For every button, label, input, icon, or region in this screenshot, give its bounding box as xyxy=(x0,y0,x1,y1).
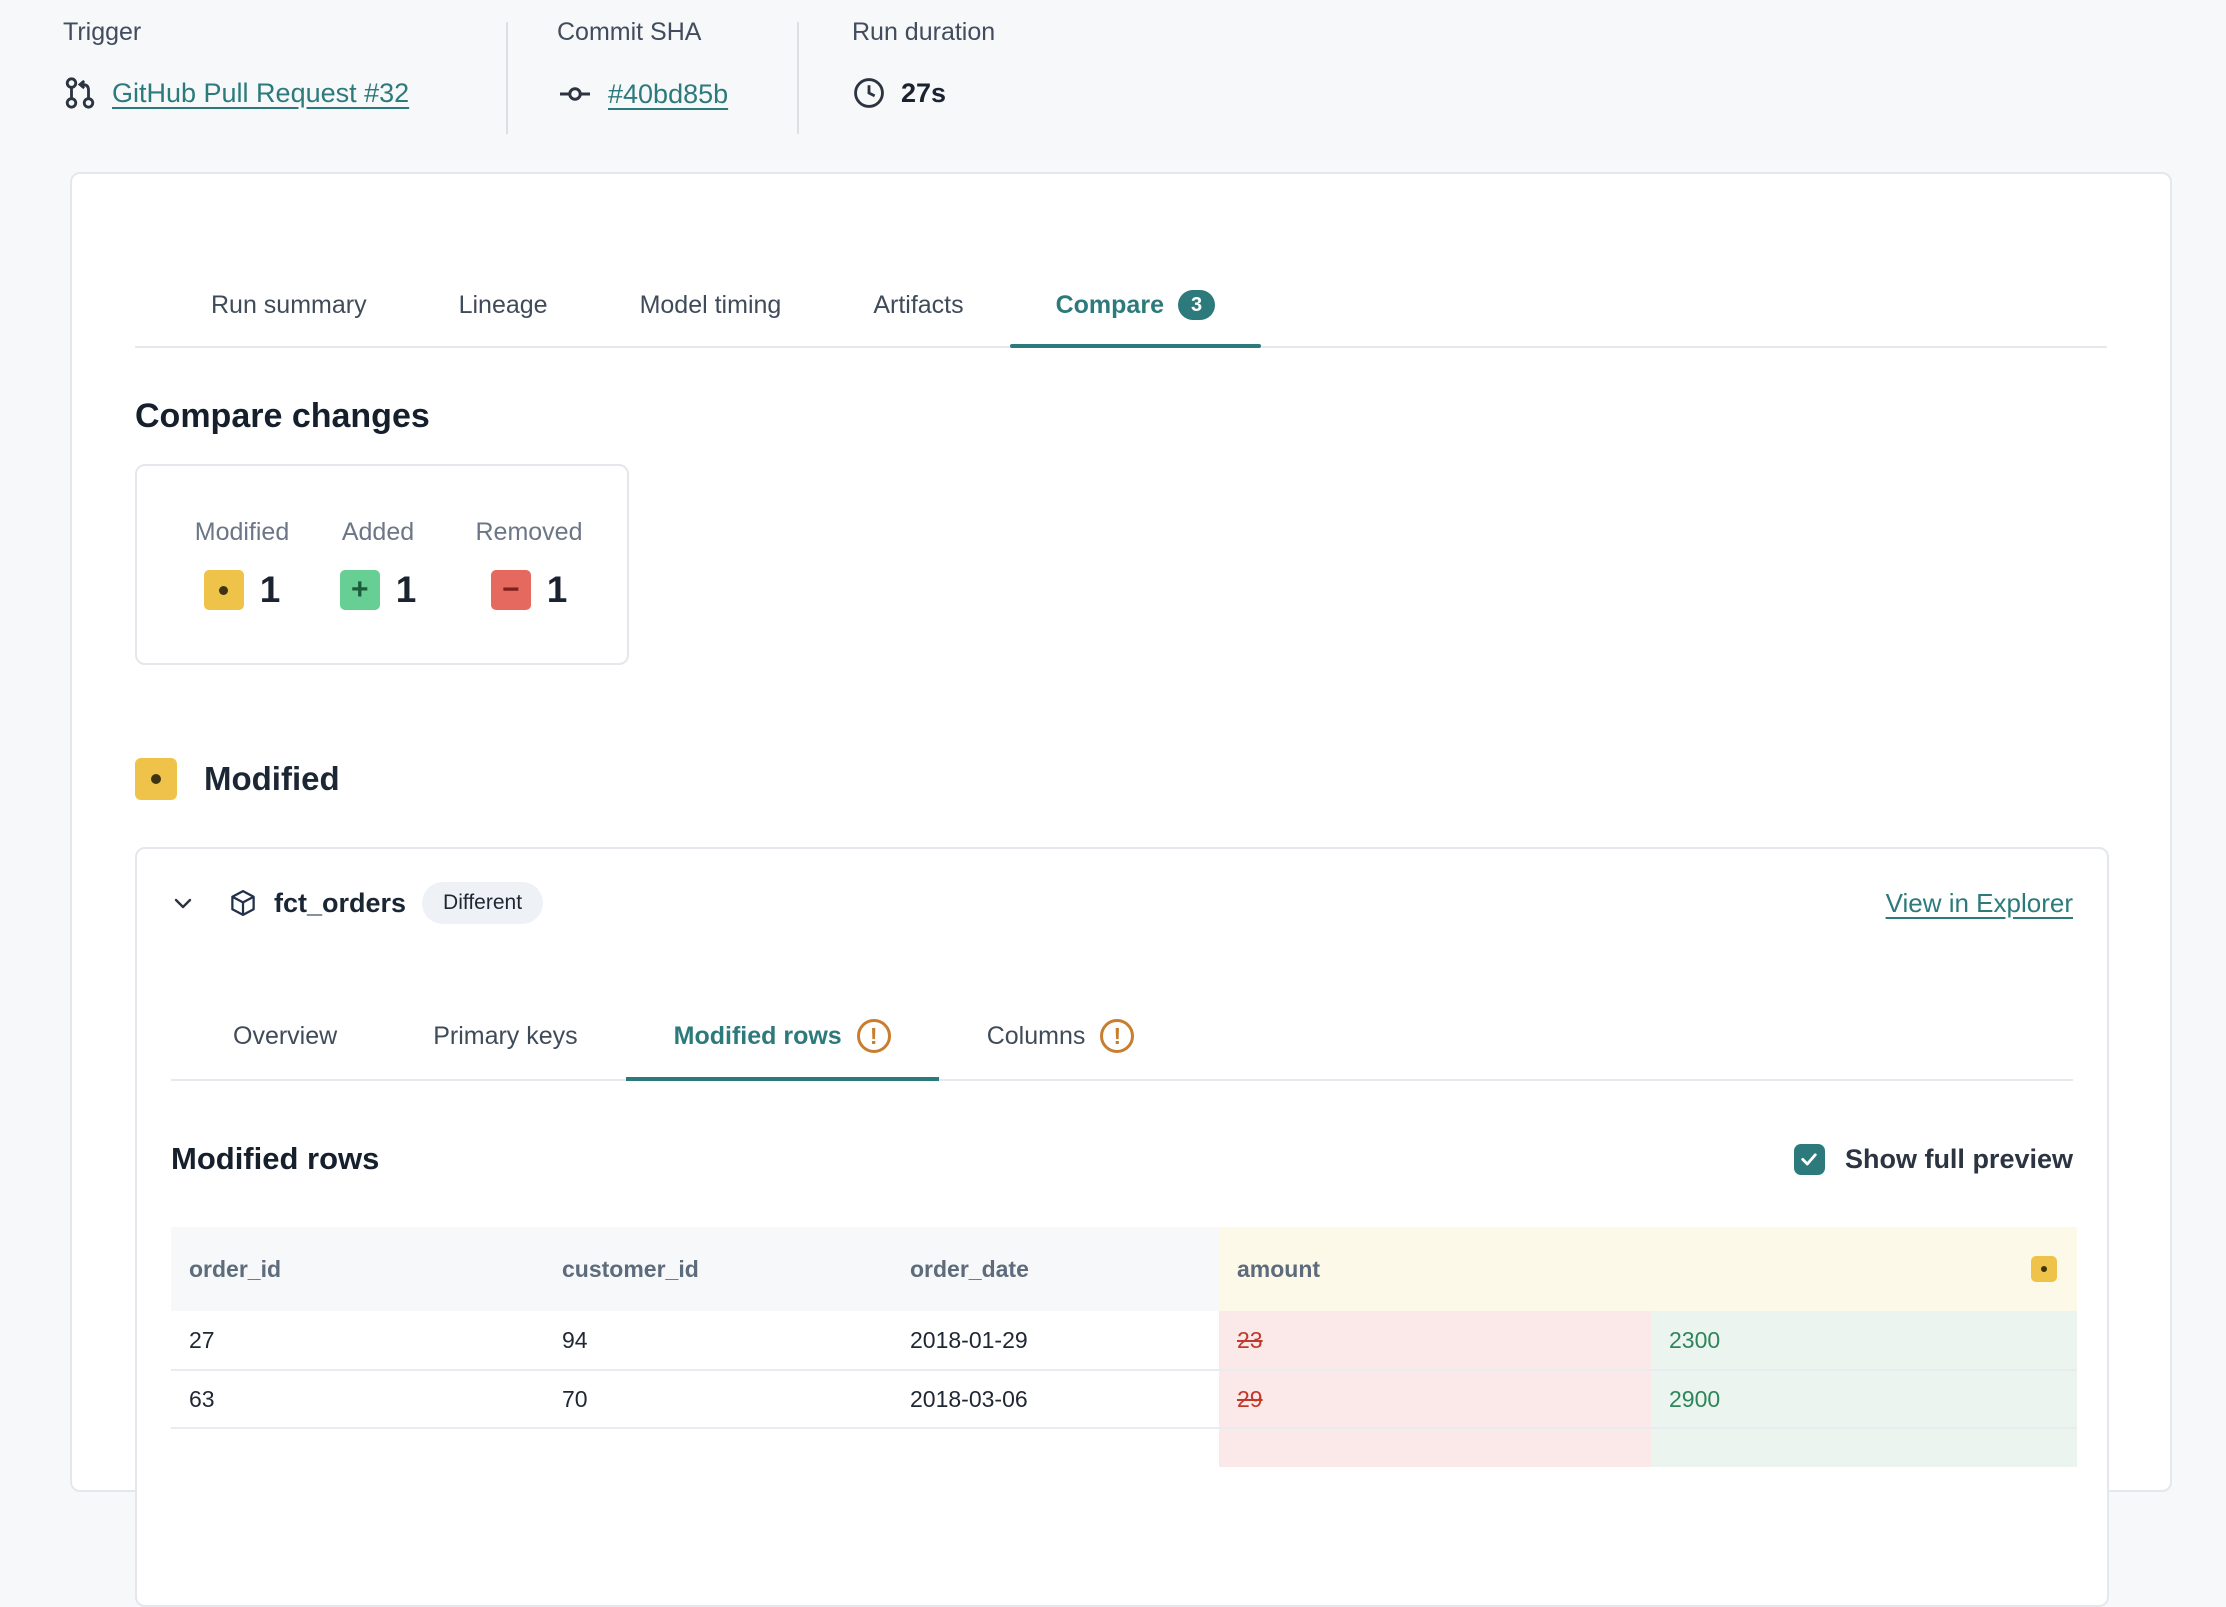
cell-customer-id xyxy=(544,1427,892,1467)
column-header-modified: amount xyxy=(1219,1227,2077,1311)
status-badge: Different xyxy=(422,882,544,924)
show-full-preview-label: Show full preview xyxy=(1844,1143,2073,1174)
tab-columns[interactable]: Columns ! xyxy=(939,999,1183,1079)
modified-rows-title: Modified rows xyxy=(171,1141,380,1176)
cell-amount-old: 23 xyxy=(1219,1311,1651,1369)
clock-icon xyxy=(852,76,886,110)
summary-removed: Removed − 1 xyxy=(475,518,583,610)
added-count: 1 xyxy=(395,569,417,610)
git-commit-icon xyxy=(557,76,593,112)
cell-order-date xyxy=(892,1427,1219,1467)
modified-column-icon xyxy=(2031,1256,2057,1282)
modified-rows-header: Modified rows Show full preview xyxy=(171,1141,2073,1177)
run-tabs: Run summary Lineage Model timing Artifac… xyxy=(135,272,2107,348)
view-in-explorer-link[interactable]: View in Explorer xyxy=(1885,887,2073,918)
divider xyxy=(797,22,799,134)
compare-summary-card: Modified 1 Added + 1 Removed − 1 xyxy=(135,464,629,665)
removed-count: 1 xyxy=(546,569,568,610)
model-card-header: fct_orders Different View in Explorer xyxy=(171,877,2073,929)
cell-order-id xyxy=(171,1427,544,1467)
cell-order-id: 27 xyxy=(171,1311,544,1369)
modified-rows-table: order_id customer_id order_date amount 2… xyxy=(171,1227,2077,1467)
model-tabs: Overview Primary keys Modified rows ! Co… xyxy=(171,999,2073,1081)
cell-amount-old: 29 xyxy=(1219,1369,1651,1427)
run-duration-label: Run duration xyxy=(852,18,996,46)
column-header: order_date xyxy=(892,1227,1219,1311)
tab-overview[interactable]: Overview xyxy=(233,1021,338,1050)
cell-order-id: 63 xyxy=(171,1369,544,1427)
commit-sha-link[interactable]: #40bd85b xyxy=(608,78,729,109)
tab-primary-keys[interactable]: Primary keys xyxy=(433,1021,578,1050)
tab-modified-rows[interactable]: Modified rows ! xyxy=(625,999,939,1081)
tab-model-timing[interactable]: Model timing xyxy=(639,290,782,319)
trigger-label: Trigger xyxy=(63,18,142,46)
added-icon: + xyxy=(339,570,380,610)
divider xyxy=(506,22,508,134)
run-meta-bar: Trigger GitHub Pull Request #32 Commit S… xyxy=(0,0,2226,134)
column-header: order_id xyxy=(171,1227,544,1311)
run-detail-panel: Run summary Lineage Model timing Artifac… xyxy=(70,172,2172,1607)
pull-request-icon xyxy=(63,76,97,110)
cell-amount-new: 2900 xyxy=(1651,1369,2077,1427)
compare-count-badge: 3 xyxy=(1177,290,1216,320)
model-cube-icon xyxy=(228,888,258,918)
cell-amount-new: 2300 xyxy=(1651,1311,2077,1369)
model-card-fct-orders: fct_orders Different View in Explorer Ov… xyxy=(135,847,2109,1607)
show-full-preview-toggle[interactable]: Show full preview xyxy=(1793,1143,2073,1175)
cell-order-date: 2018-01-29 xyxy=(892,1311,1219,1369)
cell-amount-old xyxy=(1219,1427,1651,1467)
warning-icon: ! xyxy=(856,1019,891,1053)
warning-icon: ! xyxy=(1100,1019,1135,1053)
removed-icon: − xyxy=(490,570,531,610)
summary-added: Added + 1 xyxy=(313,518,443,611)
run-duration-value: 27s xyxy=(901,77,947,108)
duration-meta: Run duration 27s xyxy=(799,18,995,110)
cell-customer-id: 94 xyxy=(544,1311,892,1369)
model-name: fct_orders xyxy=(274,887,407,918)
cell-customer-id: 70 xyxy=(544,1369,892,1427)
modified-section-title: Modified xyxy=(204,760,340,797)
modified-section-header: Modified xyxy=(135,758,340,800)
trigger-meta: Trigger GitHub Pull Request #32 xyxy=(63,18,506,110)
modified-count: 1 xyxy=(259,569,281,610)
tab-lineage[interactable]: Lineage xyxy=(458,290,548,319)
commit-meta: Commit SHA #40bd85b xyxy=(508,18,797,112)
tab-artifacts[interactable]: Artifacts xyxy=(873,290,964,319)
trigger-link[interactable]: GitHub Pull Request #32 xyxy=(112,77,410,108)
tab-compare[interactable]: Compare 3 xyxy=(1009,272,1262,348)
chevron-down-icon[interactable] xyxy=(171,891,195,915)
modified-icon xyxy=(203,570,244,610)
cell-order-date: 2018-03-06 xyxy=(892,1369,1219,1427)
modified-icon xyxy=(135,758,177,800)
column-header: customer_id xyxy=(544,1227,892,1311)
summary-modified: Modified 1 xyxy=(194,518,290,610)
commit-sha-label: Commit SHA xyxy=(557,18,702,46)
cell-amount-new xyxy=(1651,1427,2077,1467)
checkbox-checked-icon[interactable] xyxy=(1793,1143,1825,1175)
compare-changes-heading: Compare changes xyxy=(135,397,430,435)
tab-run-summary[interactable]: Run summary xyxy=(211,290,367,319)
